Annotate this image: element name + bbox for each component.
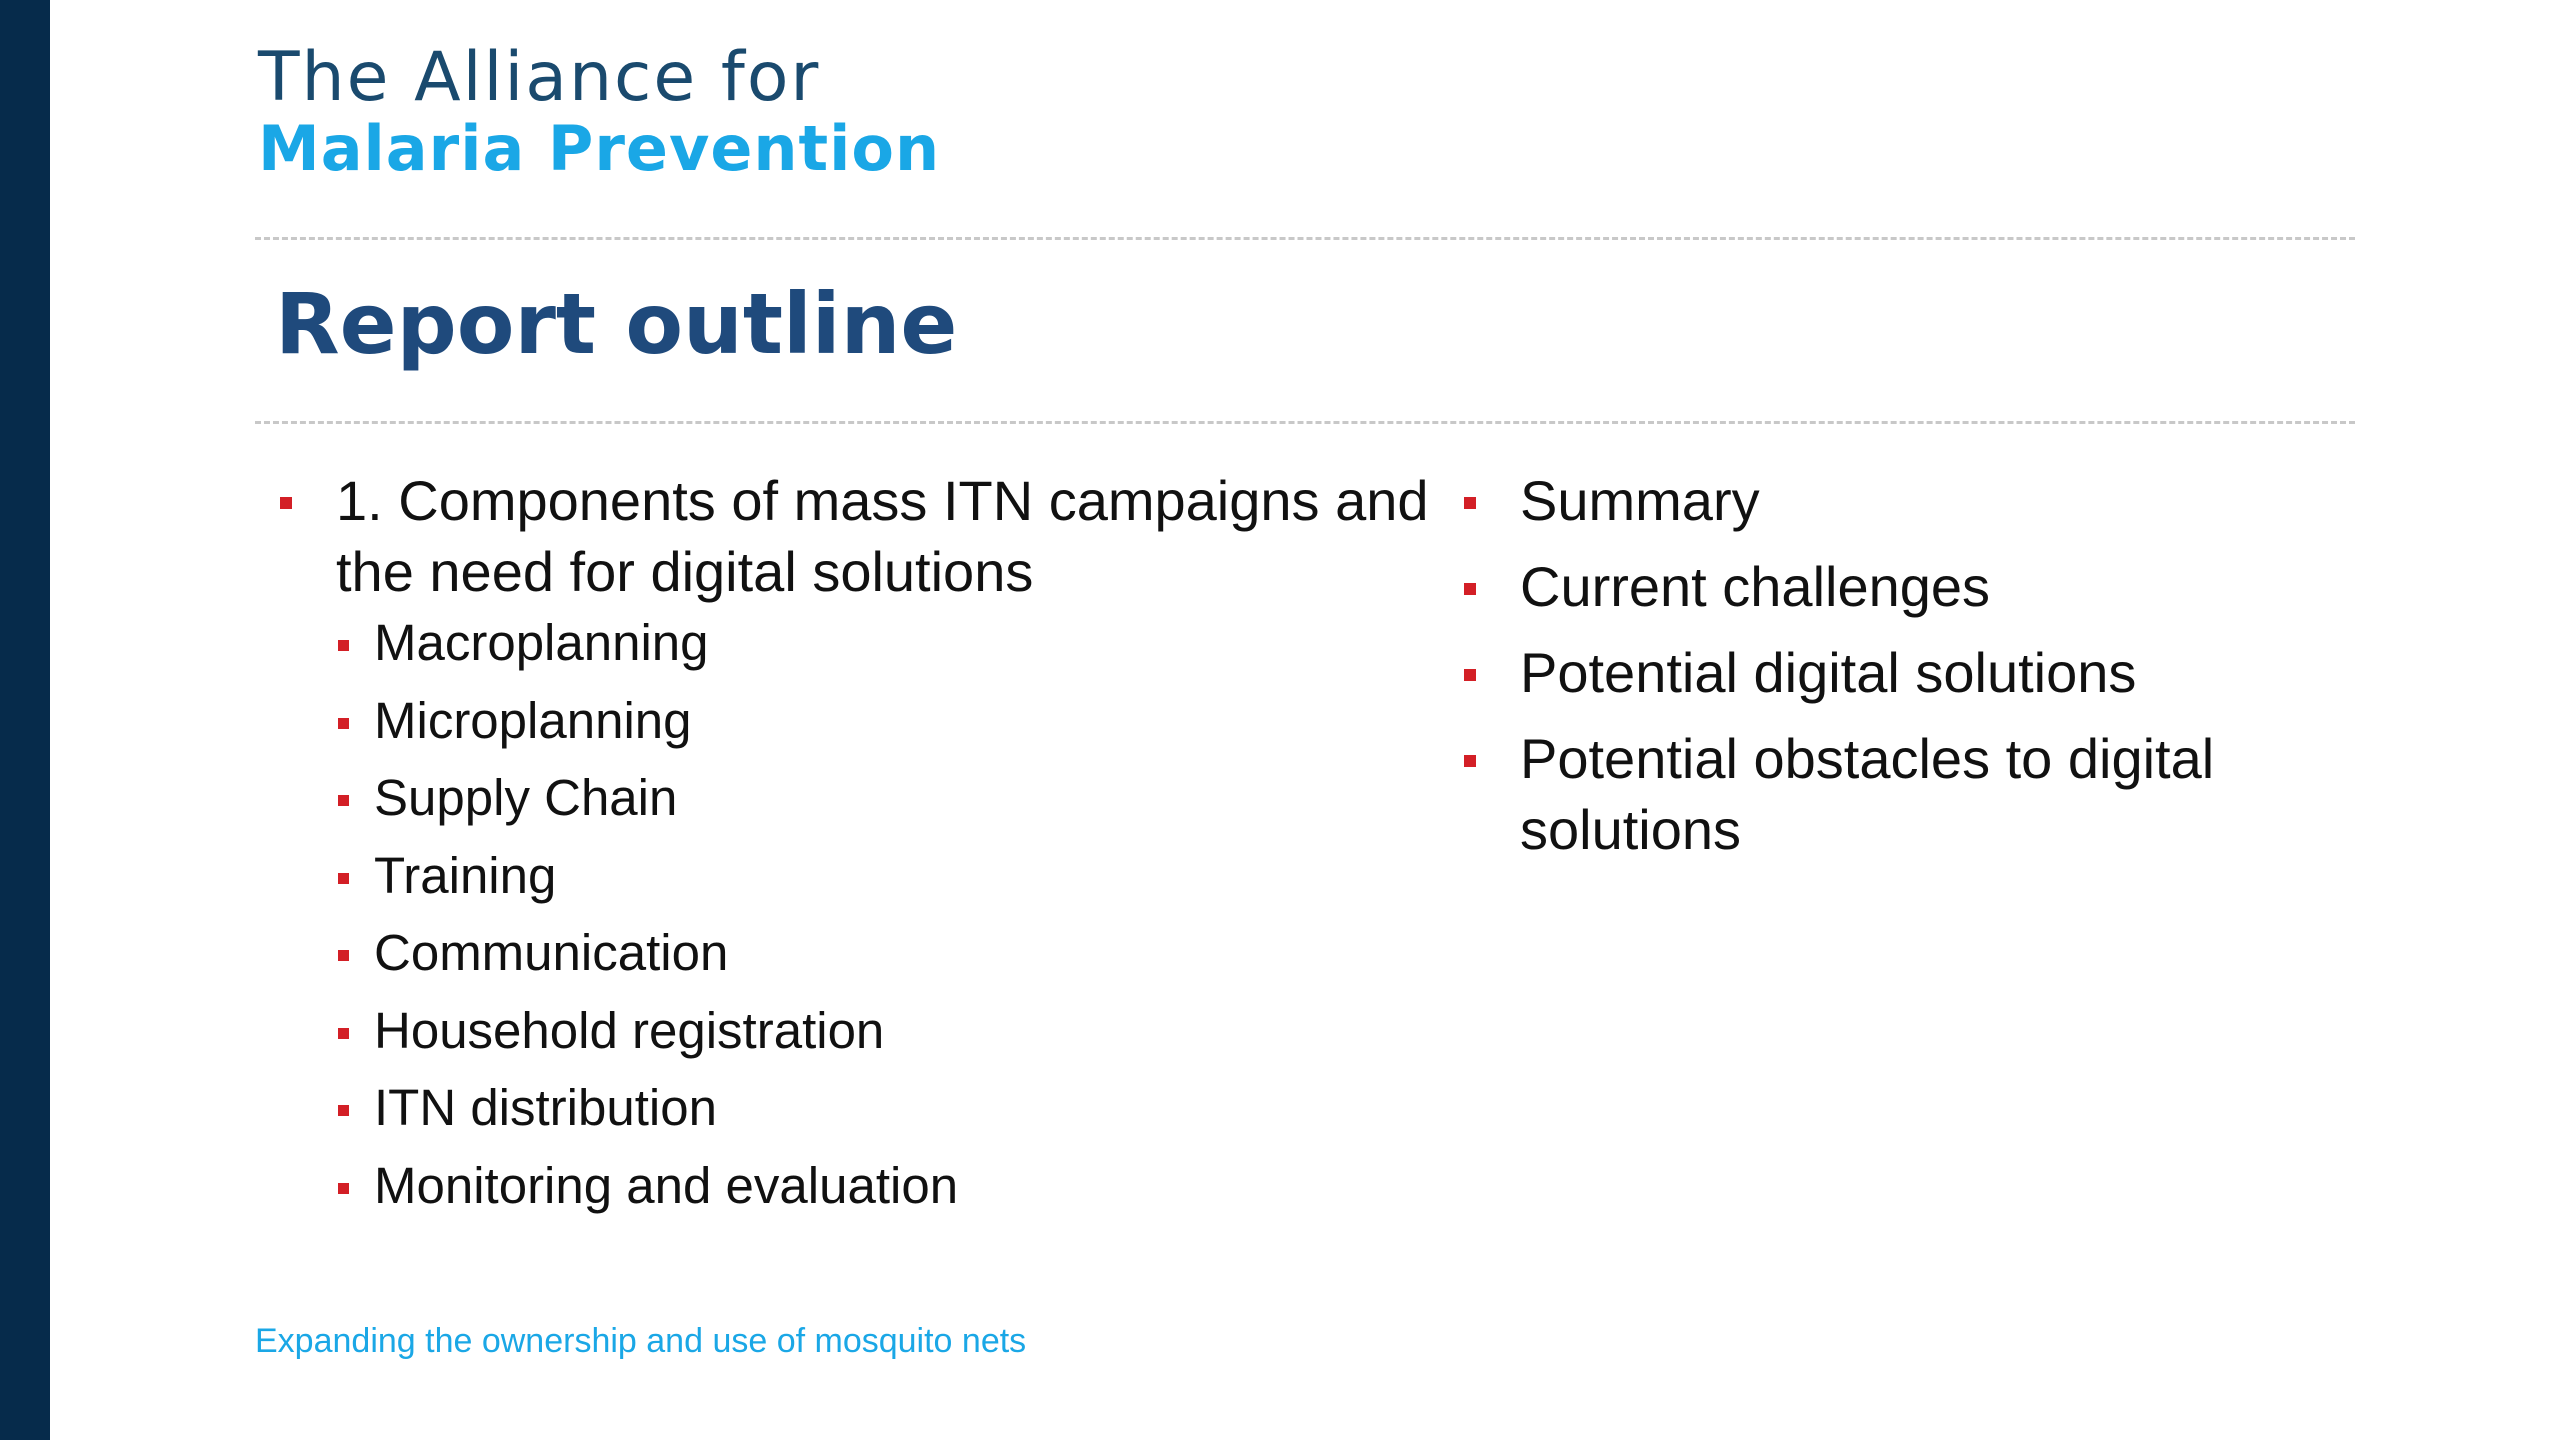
sub-list-item: Household registration bbox=[336, 1001, 1438, 1061]
bullet-square-icon bbox=[1464, 583, 1476, 595]
list-item-text: Potential obstacles to digital solutions bbox=[1520, 727, 2215, 861]
sub-item-text: ITN distribution bbox=[374, 1079, 717, 1136]
sub-list-item: Monitoring and evaluation bbox=[336, 1156, 1438, 1216]
sub-item-text: Microplanning bbox=[374, 691, 692, 749]
sub-list: Macroplanning Microplanning Supply Chain… bbox=[336, 613, 1438, 1216]
sub-item-text: Household registration bbox=[374, 1001, 885, 1059]
sub-list-item: Communication bbox=[336, 923, 1438, 983]
sub-list-item: Microplanning bbox=[336, 691, 1438, 751]
left-column-list: 1. Components of mass ITN campaigns and … bbox=[278, 465, 1438, 1233]
bullet-square-icon bbox=[1464, 669, 1476, 681]
bullet-square-icon bbox=[1464, 497, 1476, 509]
sub-list-item: Training bbox=[336, 846, 1438, 906]
top-divider bbox=[255, 237, 2355, 240]
sub-item-text: Training bbox=[374, 846, 557, 904]
sub-item-text: Macroplanning bbox=[374, 614, 709, 671]
bullet-square-icon bbox=[338, 1105, 349, 1116]
bullet-square-icon bbox=[338, 640, 349, 651]
list-item: Current challenges bbox=[1462, 551, 2362, 622]
logo-line-1: The Alliance for bbox=[258, 38, 821, 117]
slide-title: Report outline bbox=[275, 275, 958, 373]
bullet-square-icon bbox=[1464, 755, 1476, 767]
list-item: Potential obstacles to digital solutions bbox=[1462, 723, 2362, 865]
footer-tagline: Expanding the ownership and use of mosqu… bbox=[255, 1322, 1027, 1360]
sub-list-item: Macroplanning bbox=[336, 613, 1438, 673]
sub-item-text: Monitoring and evaluation bbox=[374, 1156, 959, 1214]
right-column-list: Summary Current challenges Potential dig… bbox=[1462, 465, 2362, 880]
bullet-square-icon bbox=[338, 1027, 349, 1039]
bullet-square-icon bbox=[338, 872, 349, 884]
main-item-text: 1. Components of mass ITN campaigns and … bbox=[336, 469, 1429, 603]
bottom-divider bbox=[255, 421, 2355, 424]
sub-item-text: Supply Chain bbox=[374, 769, 678, 826]
bullet-square-icon bbox=[338, 795, 349, 806]
sub-list-item: Supply Chain bbox=[336, 768, 1438, 828]
logo-line-2: Malaria Prevention bbox=[258, 112, 941, 185]
bullet-square-icon bbox=[338, 717, 349, 729]
list-item: Summary bbox=[1462, 465, 2362, 536]
bullet-square-icon bbox=[338, 1182, 349, 1194]
list-item-text: Potential digital solutions bbox=[1520, 641, 2137, 704]
list-item: 1. Components of mass ITN campaigns and … bbox=[278, 465, 1438, 1216]
sub-list-item: ITN distribution bbox=[336, 1078, 1438, 1138]
bullet-square-icon bbox=[338, 950, 349, 961]
list-item-text: Current challenges bbox=[1520, 555, 1991, 618]
bullet-square-icon bbox=[280, 497, 292, 509]
alliance-logo: The Alliance for Malaria Prevention bbox=[258, 44, 940, 180]
list-item-text: Summary bbox=[1520, 469, 1760, 532]
left-accent-bar bbox=[0, 0, 50, 1440]
sub-item-text: Communication bbox=[374, 924, 729, 981]
list-item: Potential digital solutions bbox=[1462, 637, 2362, 708]
